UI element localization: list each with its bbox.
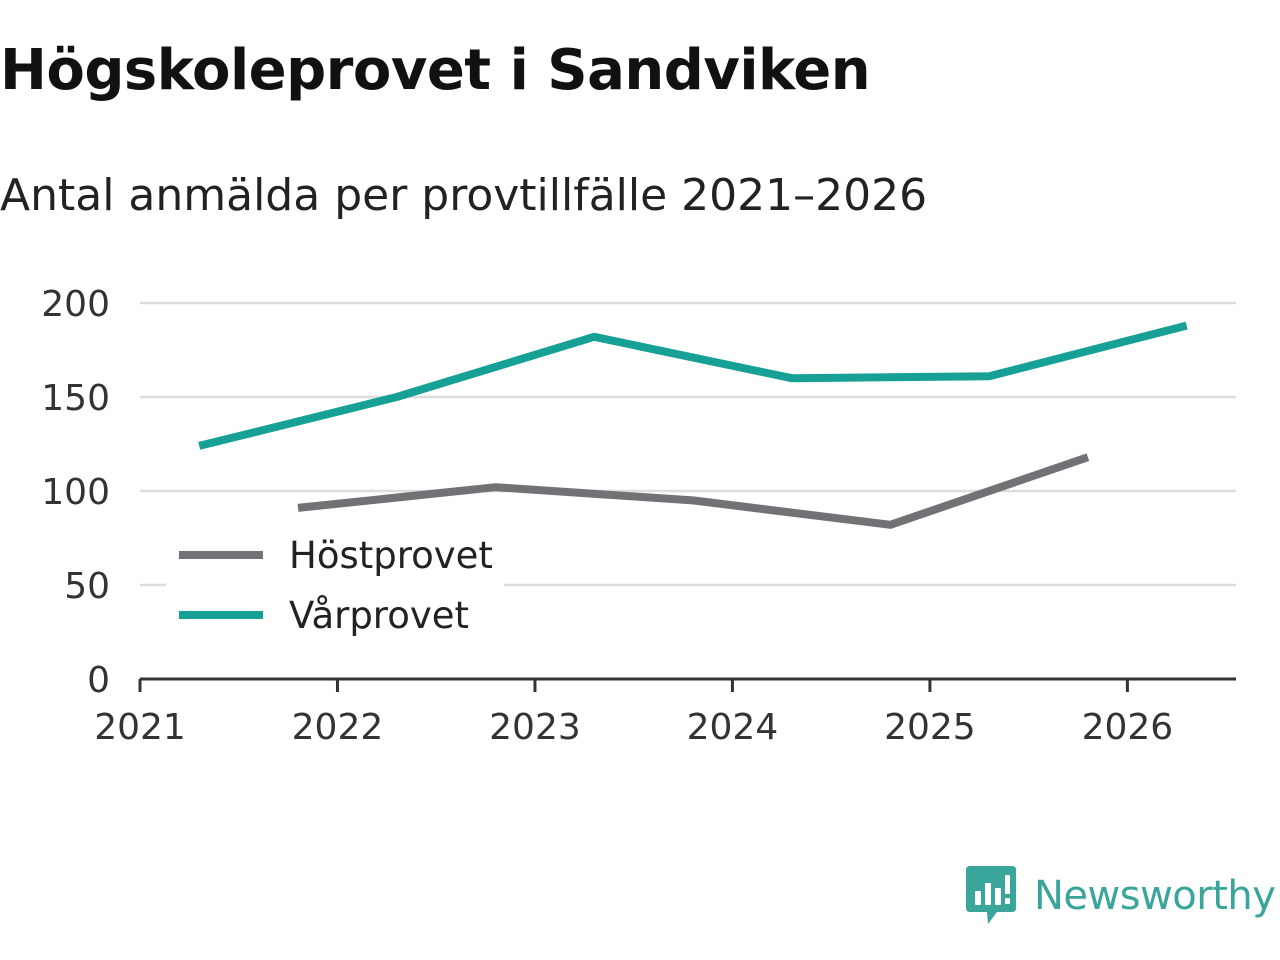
legend: Höstprovet Vårprovet xyxy=(166,528,504,644)
series-layer xyxy=(198,321,1188,529)
newsworthy-logo-icon xyxy=(966,866,1016,924)
x-tick-label: 2021 xyxy=(94,707,186,748)
legend-label: Höstprovet xyxy=(289,534,493,577)
x-tick-label: 2022 xyxy=(292,707,384,748)
x-tick-label: 2024 xyxy=(687,707,779,748)
y-tick-label: 200 xyxy=(41,284,110,325)
series-line-varprovet xyxy=(198,321,1188,450)
x-tick-label: 2026 xyxy=(1082,707,1174,748)
axis-layer: 0 50 100 150 200 2021 2022 2023 2024 2025 2026 xyxy=(41,284,1236,748)
y-tick-label: 0 xyxy=(87,660,110,701)
brand-logo: Newsworthy xyxy=(966,866,1276,926)
x-tick-label: 2023 xyxy=(489,707,581,748)
brand-name: Newsworthy xyxy=(1034,873,1276,919)
y-tick-label: 150 xyxy=(41,378,110,419)
legend-label: Vårprovet xyxy=(289,594,469,637)
x-tick-label: 2025 xyxy=(884,707,976,748)
y-tick-label: 100 xyxy=(41,472,110,513)
chart-title: Högskoleprovet i Sandviken xyxy=(0,38,871,103)
legend-background xyxy=(166,528,504,644)
chart-subtitle: Antal anmälda per provtillfälle 2021–202… xyxy=(0,170,928,221)
y-tick-label: 50 xyxy=(64,566,110,607)
